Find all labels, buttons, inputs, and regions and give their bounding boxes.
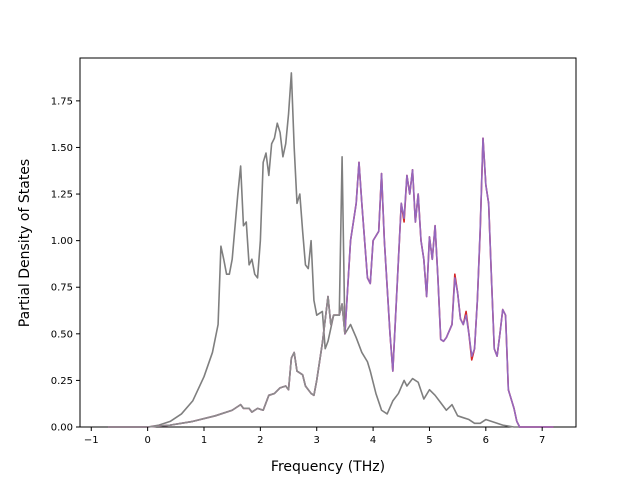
series-line-4 bbox=[108, 295, 346, 428]
y-tick-label: 0.50 bbox=[51, 329, 73, 340]
series-line-3 bbox=[108, 137, 554, 428]
x-tick-label: 4 bbox=[370, 435, 376, 446]
y-tick-label: 0.75 bbox=[51, 283, 73, 294]
y-tick-label: 0.00 bbox=[51, 423, 73, 434]
plot-area bbox=[79, 57, 577, 428]
y-tick-label: 0.25 bbox=[51, 376, 73, 387]
x-tick-label: 5 bbox=[426, 435, 432, 446]
x-tick-label: 1 bbox=[201, 435, 207, 446]
x-tick-label: 3 bbox=[314, 435, 320, 446]
x-tick-label: 2 bbox=[257, 435, 263, 446]
y-tick-label: 1.75 bbox=[51, 96, 73, 107]
x-axis-title: Frequency (THz) bbox=[271, 459, 385, 475]
series-line-1 bbox=[108, 72, 554, 428]
y-axis-title: Partial Density of States bbox=[17, 159, 33, 327]
series-line-2 bbox=[108, 137, 554, 428]
y-tick-label: 1.00 bbox=[51, 236, 73, 247]
y-tick-label: 1.50 bbox=[51, 143, 73, 154]
series-layer bbox=[108, 72, 554, 428]
x-tick-label: 7 bbox=[539, 435, 545, 446]
x-tick-label: −1 bbox=[84, 435, 99, 446]
plot-frame bbox=[79, 57, 577, 428]
x-tick-label: 6 bbox=[483, 435, 489, 446]
y-tick-label: 1.25 bbox=[51, 190, 73, 201]
y-axis: 0.00 0.25 0.50 0.75 1.00 1.25 1.50 1.75 bbox=[51, 96, 80, 434]
x-axis: −1 0 1 2 3 4 5 6 7 bbox=[84, 427, 545, 446]
x-tick-label: 0 bbox=[144, 435, 150, 446]
